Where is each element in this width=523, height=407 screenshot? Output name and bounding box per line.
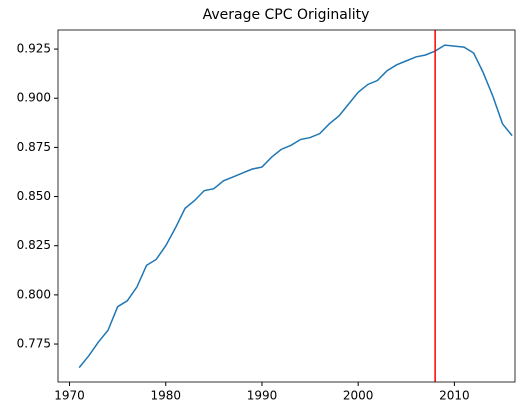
y-tick-label: 0.925: [17, 42, 51, 56]
line: [78, 44, 513, 369]
y-tick-label: 0.900: [17, 91, 51, 105]
y-tick-label: 0.775: [17, 337, 51, 351]
x-tick-label: 1990: [247, 389, 278, 403]
y-tick-label: 0.825: [17, 238, 51, 252]
chart-title: Average CPC Originality: [203, 7, 370, 23]
x-tick-label: 2000: [343, 389, 374, 403]
y-tick-label: 0.875: [17, 140, 51, 154]
y-tick-label: 0.800: [17, 287, 51, 301]
axes-frame: [57, 29, 516, 383]
x-tick-label: 1980: [150, 389, 181, 403]
y-tick-label: 0.850: [17, 189, 51, 203]
x-tick-label: 1970: [54, 389, 85, 403]
x-tick-label: 2010: [439, 389, 470, 403]
